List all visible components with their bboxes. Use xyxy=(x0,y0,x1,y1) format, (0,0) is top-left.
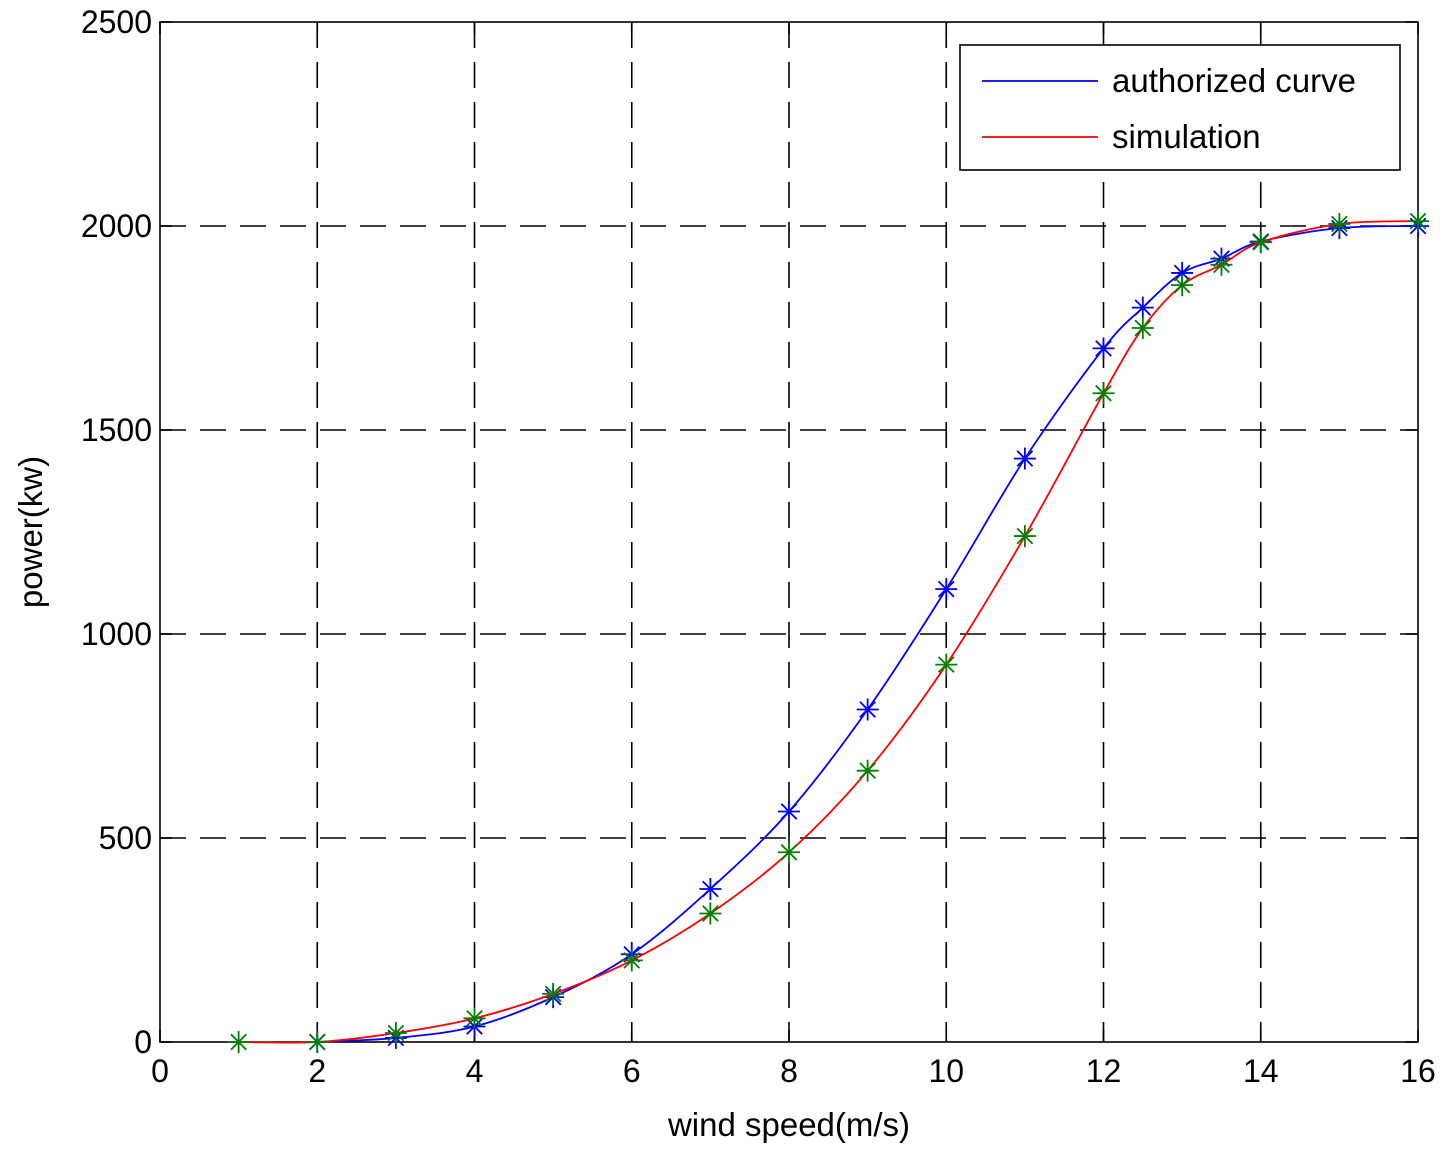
data-point-marker xyxy=(935,653,958,676)
data-point-marker xyxy=(778,841,800,864)
data-point-marker xyxy=(306,1031,329,1053)
data-point-marker-stroke xyxy=(859,762,876,780)
legend-entry-label: simulation xyxy=(1112,118,1261,155)
data-point-marker-stroke xyxy=(1095,340,1112,357)
data-point-marker-stroke xyxy=(1173,264,1191,282)
data-point-marker xyxy=(1131,296,1154,319)
x-tick-label: 6 xyxy=(623,1053,641,1089)
data-point-marker xyxy=(1171,274,1194,297)
y-tick-label: 0 xyxy=(134,1024,152,1060)
data-point-marker xyxy=(1407,210,1429,233)
data-point-marker xyxy=(620,949,643,972)
data-point-marker-stroke xyxy=(1409,212,1427,230)
data-point-marker xyxy=(1131,317,1154,339)
data-point-marker-stroke xyxy=(308,1033,326,1051)
data-point-marker-stroke xyxy=(1016,527,1034,545)
x-tick-label: 4 xyxy=(466,1053,484,1089)
x-tick-label: 10 xyxy=(928,1053,964,1089)
data-point-marker xyxy=(227,1031,250,1053)
legend: authorized curve simulation xyxy=(959,44,1401,171)
data-point-marker xyxy=(1249,231,1272,254)
grid-lines xyxy=(160,22,1418,1042)
ticks: 0 2 4 6 8 10 12 14 16 0 500 1000 1500 2000 2500 xyxy=(81,4,1436,1089)
data-point-marker xyxy=(699,902,722,925)
data-point-marker-stroke xyxy=(1213,256,1230,274)
data-point-marker-stroke xyxy=(544,985,562,1003)
x-tick-label: 16 xyxy=(1400,1053,1436,1089)
data-point-marker-stroke xyxy=(466,1009,483,1027)
x-tick-label: 12 xyxy=(1086,1053,1122,1089)
data-point-marker xyxy=(463,1007,486,1030)
x-tick-label: 2 xyxy=(308,1053,326,1089)
data-point-marker-stroke xyxy=(623,952,641,969)
data-point-marker-stroke xyxy=(702,905,719,922)
data-point-marker xyxy=(1092,382,1115,405)
data-point-marker xyxy=(935,578,958,601)
y-tick-label: 2500 xyxy=(81,4,152,40)
data-point-marker-stroke xyxy=(1095,384,1112,402)
data-point-marker-stroke xyxy=(859,701,876,718)
series-2 xyxy=(227,210,1429,1053)
data-point-marker xyxy=(384,1022,407,1045)
data-point-marker-stroke xyxy=(702,880,719,898)
y-axis-label: power(kw) xyxy=(12,456,49,608)
data-point-marker-stroke xyxy=(1134,319,1152,337)
data-point-marker-stroke xyxy=(1173,276,1191,294)
data-point-marker xyxy=(699,878,722,900)
data-point-marker-stroke xyxy=(1016,450,1034,467)
data-point-marker xyxy=(856,759,879,782)
data-point-marker-stroke xyxy=(780,803,798,820)
y-tick-label: 2000 xyxy=(81,208,152,244)
data-point-marker-stroke xyxy=(1331,215,1348,233)
data-point-marker-stroke xyxy=(387,1024,405,1042)
data-point-marker xyxy=(1328,212,1351,235)
data-point-marker-stroke xyxy=(780,843,798,861)
data-point-marker xyxy=(778,800,800,823)
x-tick-label: 8 xyxy=(780,1053,798,1089)
data-point-marker xyxy=(1210,253,1233,276)
data-point-marker-stroke xyxy=(1134,299,1152,316)
y-tick-label: 1500 xyxy=(81,412,152,448)
data-point-marker xyxy=(1013,447,1036,470)
x-axis-label: wind speed(m/s) xyxy=(667,1106,910,1143)
data-point-marker xyxy=(542,982,565,1005)
x-tick-label: 0 xyxy=(151,1053,169,1089)
legend-box xyxy=(959,44,1401,171)
plot-background xyxy=(160,22,1418,1042)
data-point-marker-stroke xyxy=(937,656,955,673)
data-point-marker xyxy=(1092,337,1115,360)
data-point-marker xyxy=(1013,525,1036,548)
data-point-marker-stroke xyxy=(937,580,955,598)
x-tick-label: 14 xyxy=(1243,1053,1279,1089)
data-point-marker-stroke xyxy=(230,1033,247,1051)
y-tick-label: 500 xyxy=(99,820,152,856)
data-point-marker-stroke xyxy=(1252,233,1270,251)
legend-entry-label: authorized curve xyxy=(1112,62,1356,99)
data-point-marker xyxy=(856,698,879,721)
y-tick-label: 1000 xyxy=(81,616,152,652)
